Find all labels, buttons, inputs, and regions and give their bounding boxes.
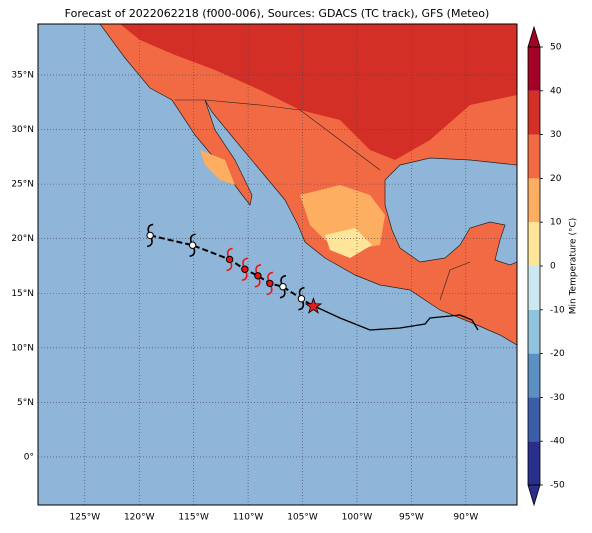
x-tick-label: 90°W (453, 513, 478, 523)
colorbar-extend-bottom (527, 484, 541, 507)
border (439, 261, 471, 301)
warm-region (200, 150, 235, 185)
storm-symbol (225, 247, 234, 272)
x-tick-label: 120°W (124, 513, 155, 523)
colorbar-band (528, 222, 540, 266)
y-tick-label: 20°N (11, 234, 34, 244)
x-tick-label: 115°W (178, 513, 209, 523)
y-tick-label: 30°N (11, 125, 34, 135)
colorbar-label: Min Temperature (°C) (569, 218, 579, 315)
storm-symbol (266, 271, 274, 296)
storm-marker (279, 283, 287, 291)
grid (38, 24, 517, 505)
storm-symbol (188, 233, 197, 258)
storm-marker (146, 231, 154, 240)
storm-marker (254, 272, 262, 280)
storm-marker (266, 279, 274, 288)
track (146, 223, 323, 314)
colorbar-band (528, 134, 540, 179)
x-tick-label: 110°W (233, 513, 264, 523)
track-extension (313, 305, 479, 331)
map-frame (37, 23, 518, 506)
colorbar-extend-top (527, 25, 541, 48)
colorbar-tick-label: 10 (550, 218, 562, 228)
hot-region (120, 24, 517, 160)
x-tick-label: 125°W (70, 513, 101, 523)
colorbar-tick-label: -40 (550, 437, 565, 447)
colorbar-tick-label: 50 (550, 43, 562, 53)
storm-marker (225, 255, 234, 264)
colorbar-tick-label: 0 (550, 262, 556, 272)
colorbar-tick-label: 20 (550, 174, 562, 184)
current-position (304, 297, 323, 314)
storm-marker (241, 265, 249, 273)
colorbar-band (528, 353, 540, 398)
storm-symbol (241, 257, 249, 282)
colorbar-band (528, 90, 540, 135)
x-tick-label: 105°W (287, 513, 318, 523)
warm-region (300, 185, 385, 250)
colorbar: -50 -40 -30 -20 -10 0 10 20 30 40 50 (527, 25, 565, 507)
y-tick-label: 15°N (11, 289, 34, 299)
storm-symbol (254, 264, 262, 288)
storm-marker (297, 295, 306, 303)
storm-symbol (146, 223, 154, 248)
mild-region (325, 228, 372, 258)
x-tick-label: 100°W (342, 513, 373, 523)
y-tick-label: 10°N (11, 343, 34, 353)
storm-marker (188, 241, 197, 249)
colorbar-band (528, 47, 540, 91)
track-line (149, 234, 314, 308)
x-tick-label: 95°W (399, 513, 424, 523)
colorbar-tick-label: -10 (550, 305, 565, 315)
border (175, 99, 381, 171)
y-tick-label: 0° (24, 452, 34, 462)
storm-symbol (279, 274, 287, 299)
y-tick-label: 35°N (11, 70, 34, 80)
land (99, 24, 517, 346)
storm-symbol (297, 286, 306, 311)
colorbar-tick-label: -30 (550, 393, 565, 403)
chart-title: Forecast of 2022062218 (f000-006), Sourc… (65, 7, 490, 20)
colorbar-band (528, 309, 540, 354)
colorbar-tick-label: -20 (550, 349, 565, 359)
colorbar-tick-label: 30 (550, 130, 562, 140)
colorbar-band (528, 397, 540, 442)
colorbar-tick-label: 40 (550, 86, 562, 96)
colorbar-band (528, 441, 540, 485)
colorbar-band (528, 266, 540, 310)
colorbar-tick-label: -50 (550, 481, 565, 491)
colorbar-band (528, 178, 540, 223)
y-tick-label: 25°N (11, 180, 34, 190)
y-tick-label: 5°N (17, 398, 34, 408)
